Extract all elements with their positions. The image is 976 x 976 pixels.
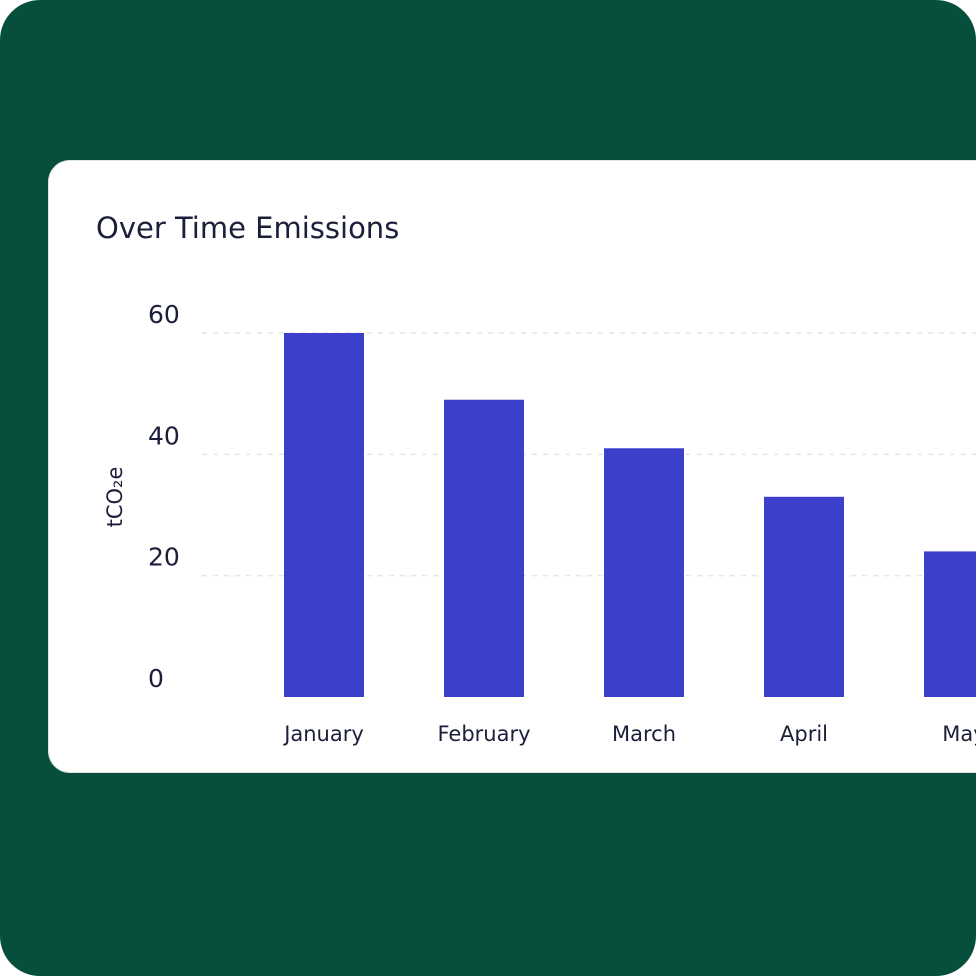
y-tick-label: 0: [148, 664, 164, 693]
y-axis-label: tCO₂e: [103, 467, 127, 528]
y-tick-label: 40: [148, 421, 180, 450]
x-tick-label: February: [437, 722, 530, 746]
bar: [924, 551, 976, 697]
x-tick-label: April: [780, 722, 828, 746]
y-tick-label: 20: [148, 543, 180, 572]
y-tick-label: 60: [148, 300, 180, 329]
bar: [444, 399, 524, 697]
bar: [604, 448, 684, 697]
chart-title: Over Time Emissions: [96, 211, 399, 245]
bar: [764, 496, 844, 697]
bar: [284, 333, 364, 697]
x-tick-label: March: [612, 722, 676, 746]
x-tick-label: January: [282, 722, 364, 746]
chart-card: Over Time Emissions tCO₂e 0 20 40 60 January…: [48, 160, 976, 773]
x-tick-label: May: [942, 722, 976, 746]
